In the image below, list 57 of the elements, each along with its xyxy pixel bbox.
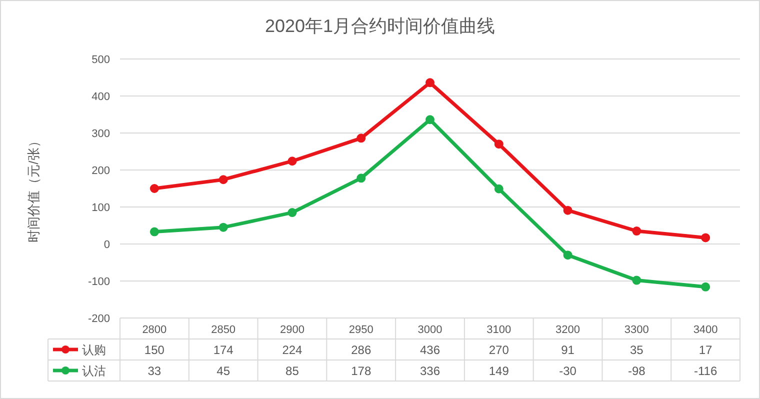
x-tick-label: 3400 [693, 324, 718, 336]
point [288, 156, 297, 166]
point [632, 276, 642, 285]
point [356, 134, 366, 143]
data-label: 45 [216, 364, 230, 378]
data-label: 91 [561, 343, 575, 357]
point [288, 208, 297, 218]
point [218, 222, 228, 232]
data-label: -98 [628, 364, 646, 378]
y-tick-label: -200 [88, 313, 110, 325]
data-label: 178 [351, 364, 372, 378]
legend-label: 认购 [82, 343, 106, 357]
point [150, 184, 159, 193]
data-label: 150 [144, 343, 165, 357]
y-axis-title: 时间价值（元/张） [26, 134, 41, 242]
x-tick-label: 2850 [211, 324, 236, 336]
point [494, 140, 504, 149]
point [426, 115, 434, 124]
data-label: 17 [698, 343, 713, 357]
y-tick-label: 0 [104, 239, 110, 251]
data-label: 270 [488, 343, 510, 357]
point [563, 206, 572, 215]
x-tick-label: 2900 [280, 324, 304, 336]
point [356, 174, 366, 183]
data-label: -30 [559, 364, 577, 378]
data-label: 149 [488, 364, 510, 378]
legend-label: 认沽 [82, 364, 106, 378]
chart-title: 2020年1月合约时间价值曲线 [264, 16, 496, 36]
y-tick-label: 100 [92, 202, 110, 214]
point [218, 175, 228, 184]
y-tick-label: -100 [88, 276, 110, 288]
data-label: 436 [420, 343, 440, 357]
y-tick-label: 500 [92, 54, 110, 66]
y-tick-label: 300 [92, 128, 110, 140]
point [563, 250, 572, 260]
point [632, 226, 642, 236]
data-label: 224 [282, 343, 303, 357]
x-tick-label: 3100 [486, 324, 512, 336]
x-tick-label: 3000 [418, 324, 442, 336]
point [426, 78, 434, 88]
x-tick-label: 2800 [142, 324, 167, 336]
point [150, 227, 159, 236]
y-tick-label: 400 [92, 91, 110, 103]
data-label: 35 [630, 343, 644, 357]
point [701, 282, 710, 292]
x-tick-label: 3200 [556, 324, 580, 336]
data-label: 85 [286, 364, 300, 378]
data-label: 336 [420, 364, 440, 378]
data-label: 174 [213, 343, 234, 357]
x-tick-label: 2950 [348, 324, 374, 336]
x-tick-label: 3300 [624, 324, 649, 336]
data-label: 33 [148, 364, 162, 378]
point [701, 233, 710, 242]
data-label: 286 [351, 343, 372, 357]
data-label: -116 [694, 364, 718, 378]
point [494, 184, 504, 194]
y-tick-label: 200 [92, 165, 110, 177]
